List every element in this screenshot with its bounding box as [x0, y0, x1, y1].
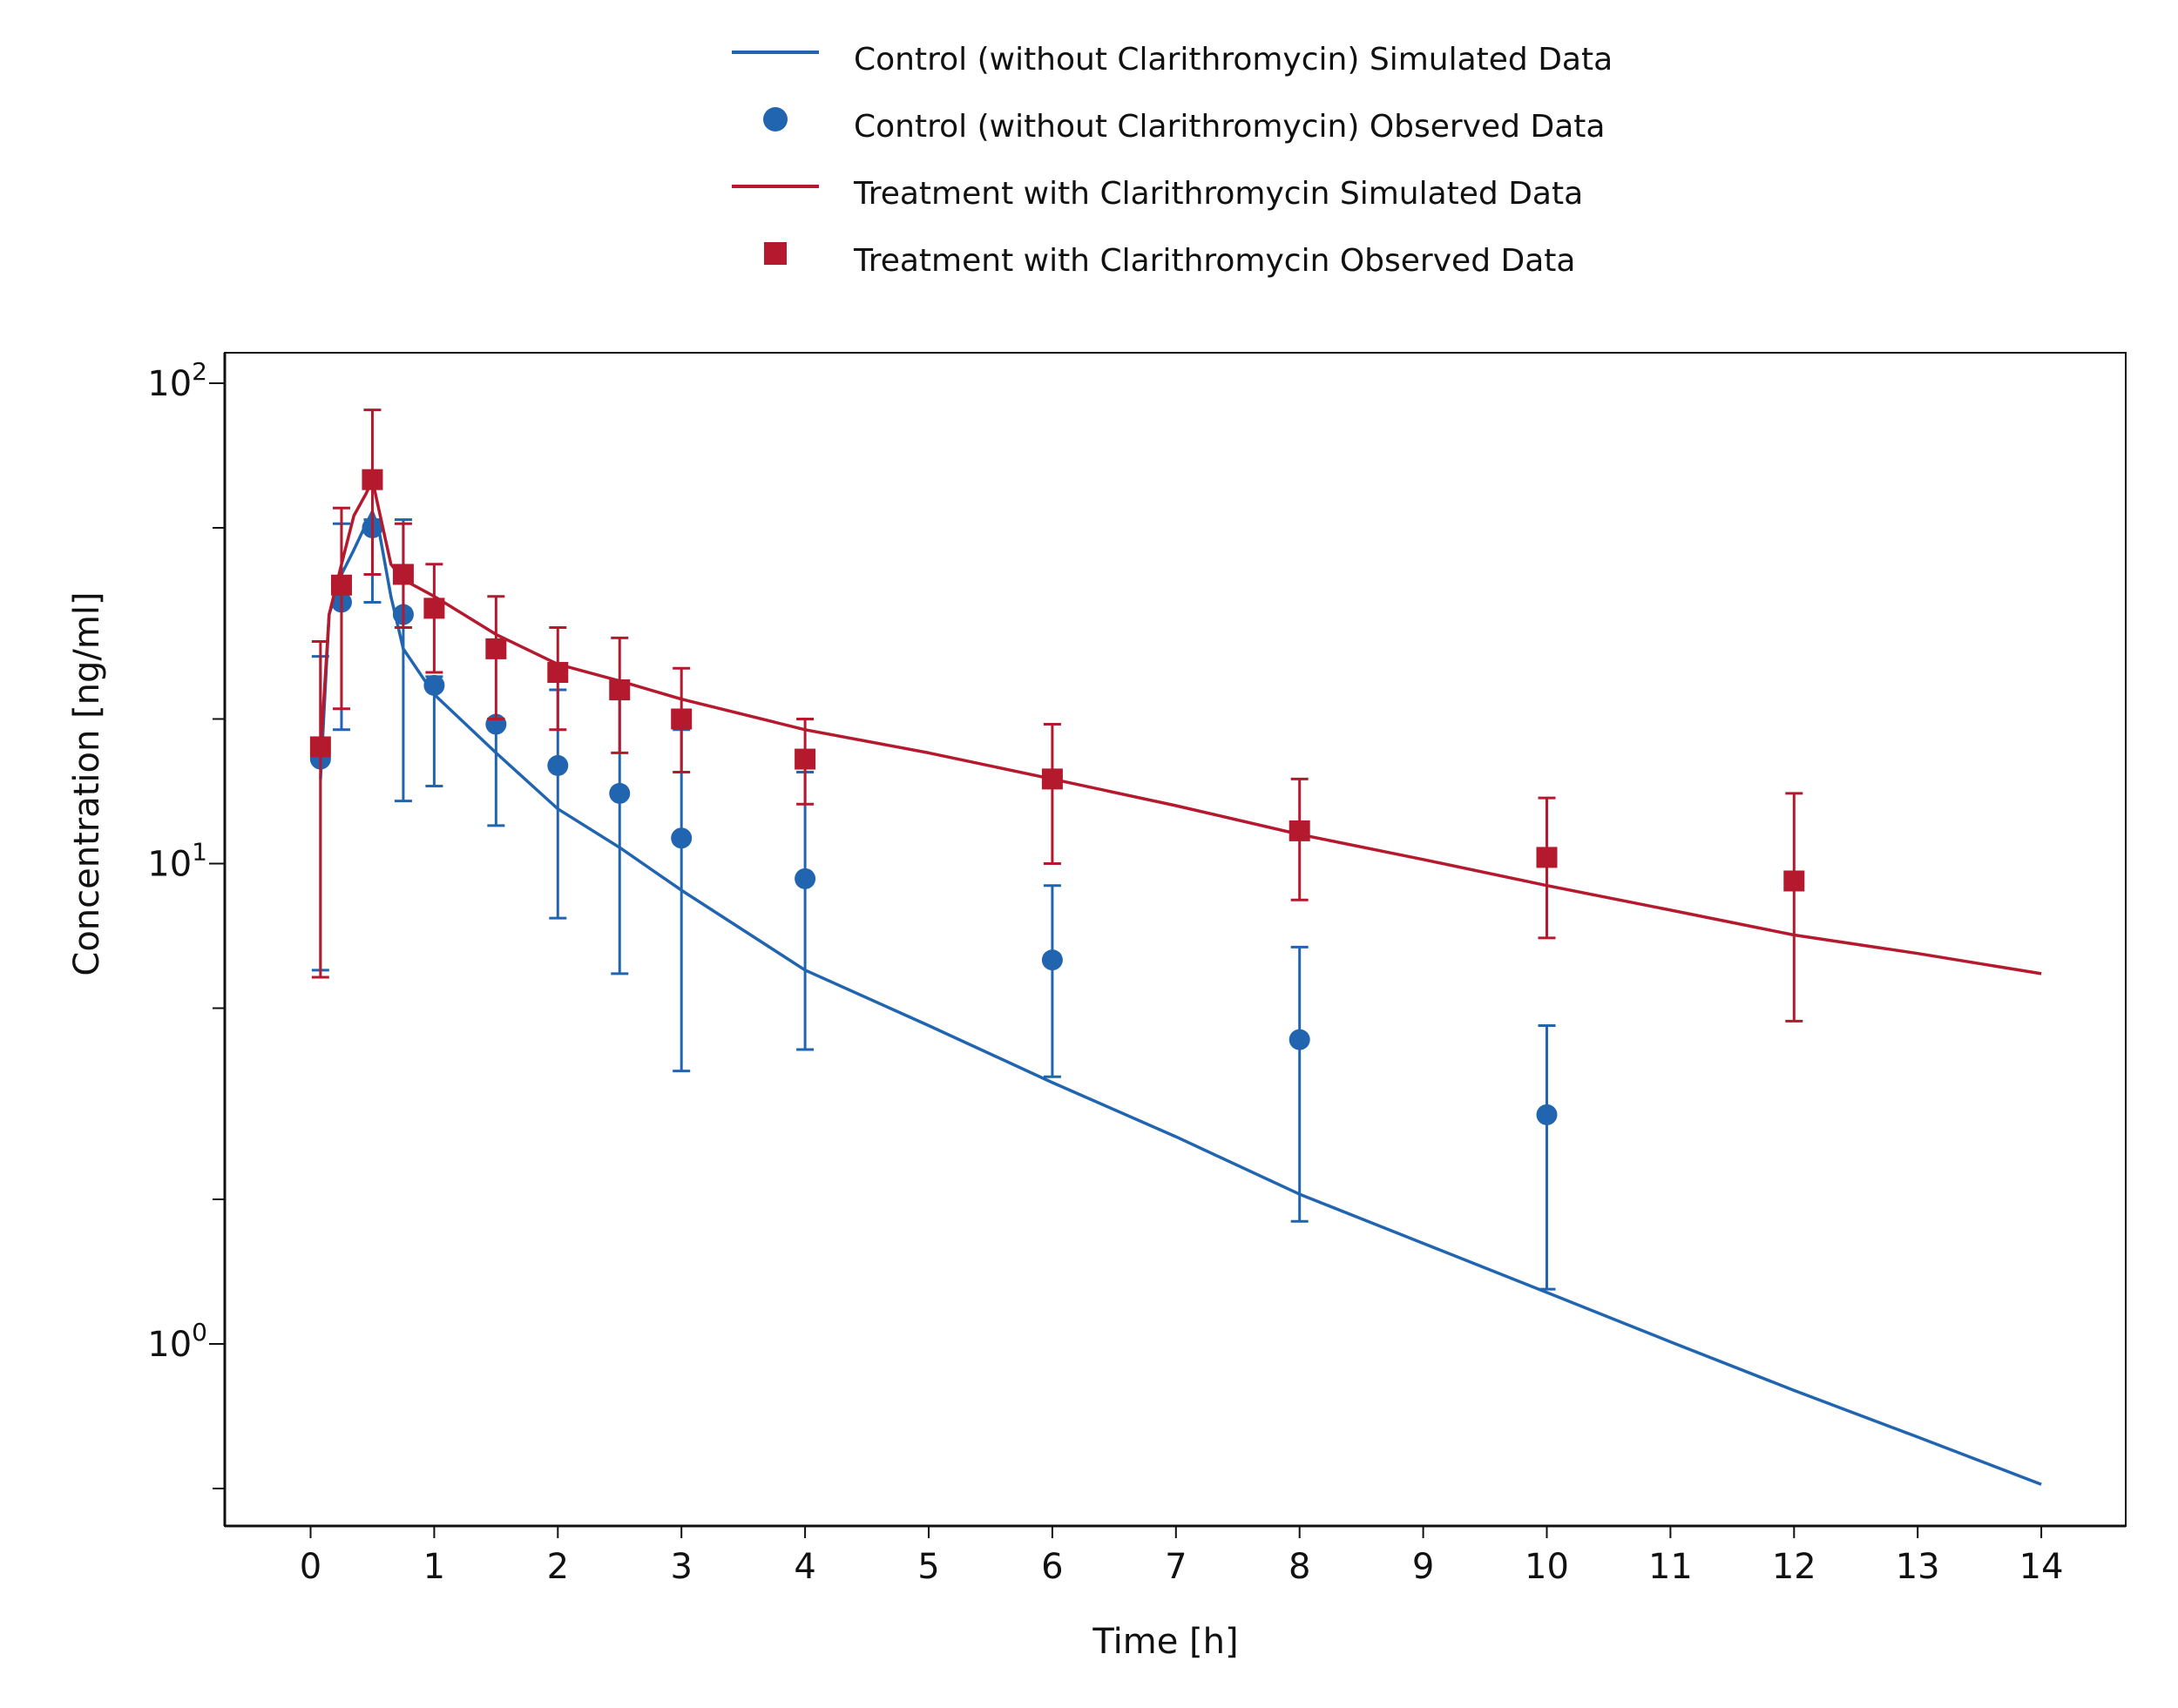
x-tick-label: 6 [1041, 1547, 1063, 1587]
data-point-square [1536, 847, 1558, 868]
legend-label: Treatment with Clarithromycin Simulated … [854, 176, 1584, 212]
data-point-circle [1289, 1029, 1310, 1050]
data-point-square [362, 469, 383, 490]
data-point-circle [547, 754, 569, 776]
plot-frame [224, 352, 2127, 1527]
legend-line-icon-blue [732, 51, 819, 54]
data-point-circle [1041, 949, 1063, 971]
data-point-square [1289, 820, 1310, 841]
x-tick-label: 11 [1648, 1547, 1693, 1587]
x-axis-label: Time [h] [1092, 1622, 1239, 1662]
legend-label: Control (without Clarithromycin) Observe… [854, 109, 1606, 145]
legend-circle-icon-blue [763, 107, 788, 132]
y-tick-label: 100 [147, 1318, 207, 1365]
x-tick-label: 2 [547, 1547, 569, 1587]
data-point-square [309, 736, 331, 758]
data-point-square [1783, 870, 1805, 892]
x-tick-label: 3 [670, 1547, 692, 1587]
x-tick-label: 0 [300, 1547, 321, 1587]
legend-label: Control (without Clarithromycin) Simulat… [854, 42, 1613, 78]
x-tick-label: 10 [1525, 1547, 1569, 1587]
data-point-circle [609, 782, 631, 804]
data-point-circle [423, 674, 445, 696]
x-tick-label: 7 [1165, 1547, 1187, 1587]
legend-label: Treatment with Clarithromycin Observed D… [854, 243, 1576, 279]
legend-square-icon-red [764, 242, 787, 265]
data-point-square [547, 662, 569, 684]
x-tick-label: 1 [423, 1547, 445, 1587]
x-tick-label: 14 [2019, 1547, 2064, 1587]
data-point-square [392, 564, 414, 585]
series-line-0 [319, 510, 2042, 1486]
data-point-square [671, 708, 693, 730]
x-tick-label: 13 [1896, 1547, 1940, 1587]
y-axis-label: Concentration [ng/ml] [67, 591, 107, 976]
x-tick-label: 5 [917, 1547, 939, 1587]
data-point-circle [795, 868, 816, 889]
data-point-square [1041, 768, 1063, 790]
data-point-square [795, 748, 816, 770]
x-tick-label: 4 [794, 1547, 815, 1587]
data-point-square [330, 574, 352, 596]
y-tick-label: 101 [147, 838, 207, 885]
x-tick-label: 12 [1772, 1547, 1816, 1587]
series-line-2 [319, 477, 2042, 976]
legend-line-icon-red [732, 185, 819, 188]
data-point-circle [1536, 1104, 1558, 1125]
x-tick-label: 9 [1412, 1547, 1434, 1587]
y-tick-label: 102 [147, 357, 207, 404]
x-tick-label: 8 [1289, 1547, 1310, 1587]
data-point-circle [671, 827, 693, 849]
data-point-square [423, 597, 445, 619]
data-point-square [485, 638, 507, 659]
data-point-square [609, 679, 631, 701]
